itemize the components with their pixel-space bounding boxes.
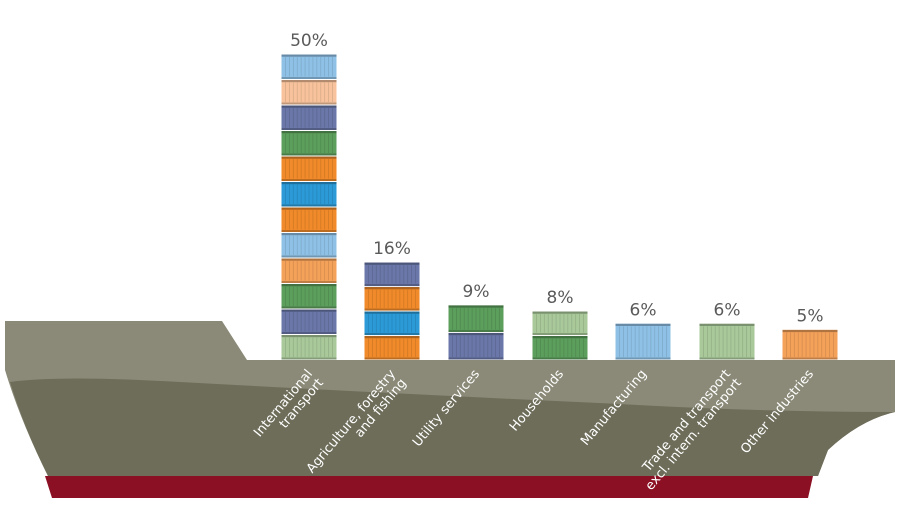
value-label: 8% bbox=[547, 288, 574, 308]
hull-lower bbox=[10, 378, 895, 476]
value-label: 16% bbox=[373, 239, 411, 259]
container bbox=[782, 329, 838, 360]
bar-0 bbox=[281, 54, 337, 360]
container bbox=[281, 335, 337, 360]
container bbox=[532, 311, 588, 336]
ship-hull bbox=[5, 321, 895, 498]
bar-2 bbox=[448, 305, 504, 360]
bar-1 bbox=[364, 262, 420, 360]
container bbox=[532, 336, 588, 360]
value-labels: 50% 16% 9% 8% 6% 6% 5% bbox=[290, 31, 823, 326]
value-label: 5% bbox=[797, 306, 824, 326]
container bbox=[699, 323, 755, 360]
container bbox=[448, 332, 504, 360]
container bbox=[364, 262, 420, 287]
bar-series bbox=[281, 54, 838, 360]
container bbox=[448, 305, 504, 332]
bar-6 bbox=[782, 329, 838, 360]
container bbox=[364, 336, 420, 360]
container bbox=[364, 311, 420, 336]
value-label: 6% bbox=[630, 300, 657, 320]
container bbox=[281, 233, 337, 258]
container bbox=[281, 54, 337, 79]
hull-keel bbox=[45, 476, 813, 498]
container bbox=[281, 80, 337, 105]
container bbox=[281, 309, 337, 334]
container bbox=[281, 131, 337, 156]
bar-3 bbox=[532, 311, 588, 360]
container bbox=[281, 258, 337, 283]
container bbox=[281, 207, 337, 232]
bar-4 bbox=[615, 323, 671, 360]
container bbox=[281, 284, 337, 309]
container bbox=[615, 323, 671, 360]
container bbox=[281, 156, 337, 181]
container bbox=[364, 287, 420, 311]
bar-5 bbox=[699, 323, 755, 360]
value-label: 9% bbox=[463, 282, 490, 302]
container bbox=[281, 182, 337, 207]
value-label: 6% bbox=[714, 300, 741, 320]
value-label: 50% bbox=[290, 31, 328, 51]
container bbox=[281, 105, 337, 130]
